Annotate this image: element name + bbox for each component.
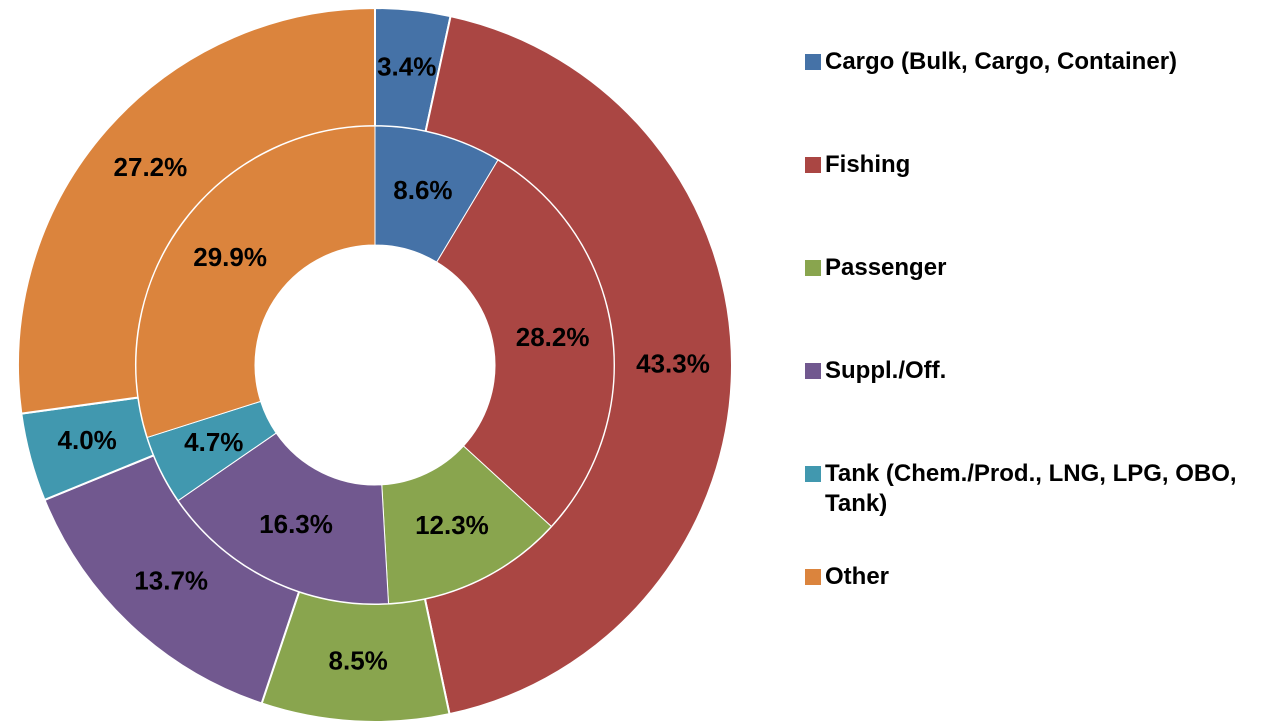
data-label: 8.5% (329, 645, 388, 675)
donut-segment (436, 159, 615, 528)
legend-item: Cargo (Bulk, Cargo, Container) (805, 47, 1275, 77)
chart: 3.4% 43.3% 8.5% 13.7% 4.0% 27.2% 8.6% 28.2% 12.3… (17, 6, 733, 723)
legend-label: Other (825, 563, 890, 590)
legend-item: Passenger (805, 253, 1275, 283)
legend-label: Fishing (825, 151, 911, 178)
data-label: 8.6% (393, 175, 452, 205)
data-label: 13.7% (134, 565, 208, 595)
legend-item: Other (805, 562, 1275, 592)
legend-swatch (805, 466, 821, 482)
legend-swatch (805, 363, 821, 379)
legend-item: Tank (Chem./Prod., LNG, LPG, OBO, Tank) (805, 459, 1275, 519)
legend-swatch (805, 157, 821, 173)
data-label: 12.3% (415, 510, 489, 540)
legend-item: Suppl./Off. (805, 356, 1275, 386)
data-label: 27.2% (114, 152, 188, 182)
legend-label: Passenger (825, 254, 947, 281)
legend-swatch (805, 569, 821, 585)
legend-label: Tank (Chem./Prod., LNG, LPG, OBO, Tank) (825, 460, 1237, 517)
legend-swatch (805, 260, 821, 276)
legend-swatch (805, 54, 821, 70)
data-label: 3.4% (377, 52, 436, 82)
data-label: 4.7% (184, 427, 243, 457)
legend-label: Cargo (Bulk, Cargo, Container) (825, 48, 1178, 75)
data-label: 28.2% (516, 322, 590, 352)
data-label: 4.0% (58, 425, 117, 455)
donut-segment (177, 432, 390, 605)
legend-label: Suppl./Off. (825, 357, 947, 384)
data-label: 16.3% (259, 509, 333, 539)
data-label: 29.9% (193, 242, 267, 272)
legend-item: Fishing (805, 150, 1275, 180)
data-label: 43.3% (636, 348, 710, 378)
donut-segment (135, 125, 376, 439)
